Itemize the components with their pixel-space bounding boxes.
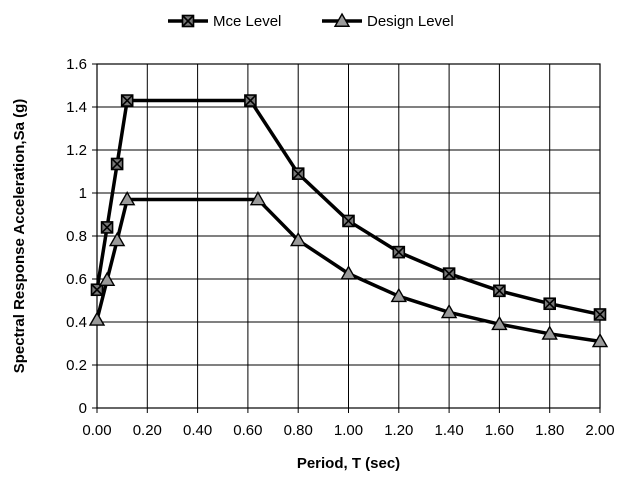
marker-design [118,191,136,206]
series-layer [88,94,609,348]
y-tick-label: 1.4 [66,99,87,116]
marker-cross [100,221,114,234]
plot-border [96,63,601,409]
marker-mce [291,167,305,180]
legend-label: Design Level [367,13,454,30]
marker-design [88,311,106,326]
x-axis-title: Period, T (sec) [297,455,400,472]
y-axis-title: Spectral Response Acceleration,Sa (g) [11,99,28,374]
x-tick-label: 2.00 [585,422,614,439]
marker-design [333,12,351,27]
marker-design [98,271,116,287]
marker-cross [443,267,456,280]
marker-mce [110,157,124,171]
x-tick-label: 0.00 [82,422,111,439]
x-tick-label: 1.20 [384,422,413,439]
y-axis: 0 0.2 0.4 0.6 0.8 1 1.2 1.4 1.6 [66,56,87,417]
grid [92,63,601,413]
y-tick-label: 0.8 [66,228,87,245]
y-tick-label: 1 [79,185,87,202]
marker-mce [181,14,195,28]
marker-mce [593,308,607,321]
x-tick-label: 0.80 [284,422,313,439]
marker-cross [493,284,506,297]
x-axis: 0.00 0.20 0.40 0.60 0.80 1.00 1.20 1.40 1.60 1.80… [82,422,614,439]
marker-design [440,303,458,319]
marker-cross [121,94,134,107]
x-tick-label: 1.40 [434,422,463,439]
marker-design [591,332,609,348]
legend: Mce Level Design Level [168,12,454,30]
x-tick-label: 0.20 [133,422,162,439]
marker-cross [90,283,104,296]
marker-design [491,315,508,331]
marker-cross [593,308,607,321]
marker-design [390,287,408,303]
series-design-level [88,191,609,348]
y-tick-label: 0.2 [66,357,87,374]
marker-mce [244,94,257,107]
y-tick-label: 0.4 [66,314,87,331]
x-tick-label: 0.60 [233,422,262,439]
marker-mce [342,214,355,228]
marker-mce [493,284,506,298]
marker-design [541,325,558,340]
y-tick-label: 0.6 [66,271,87,288]
legend-entry-mce-level: Mce Level [168,13,281,30]
marker-cross [111,157,124,171]
marker-cross [392,246,405,259]
marker-mce [392,245,406,259]
marker-cross [292,167,305,180]
marker-cross [244,94,257,107]
series-mce-level [90,94,607,321]
y-tick-label: 0 [79,400,87,417]
x-tick-label: 1.80 [535,422,564,439]
series-line [95,98,601,317]
marker-cross [342,214,355,228]
marker-mce [120,94,134,107]
marker-design [108,231,126,247]
marker-mce [442,267,456,280]
legend-label: Mce Level [213,13,281,30]
x-tick-label: 0.40 [183,422,212,439]
legend-entry-design-level: Design Level [322,12,454,30]
marker-mce [90,283,104,297]
plot-area [96,63,601,409]
x-tick-label: 1.60 [485,422,514,439]
marker-cross [181,14,195,28]
marker-design [249,191,267,206]
marker-design [340,265,357,280]
marker-design [289,231,307,247]
marker-mce [543,297,557,311]
series-line [95,197,601,344]
x-tick-label: 1.00 [334,422,363,439]
marker-mce [100,221,114,234]
y-tick-label: 1.2 [66,142,87,159]
y-tick-label: 1.6 [66,56,87,73]
marker-cross [543,297,556,310]
